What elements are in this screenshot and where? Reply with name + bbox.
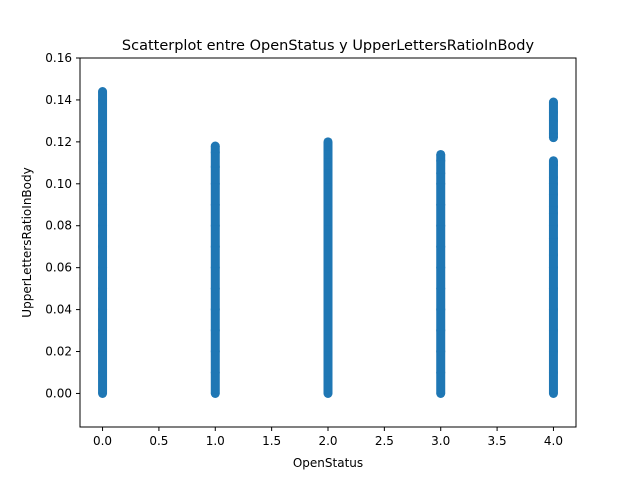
data-point <box>436 149 446 159</box>
y-tick-label: 0.12 <box>45 135 72 149</box>
y-tick-label: 0.10 <box>45 177 72 191</box>
x-tick-label: 0.0 <box>93 434 112 448</box>
x-tick-label: 2.5 <box>375 434 394 448</box>
x-tick-label: 0.5 <box>149 434 168 448</box>
x-tick-label: 2.0 <box>318 434 337 448</box>
y-tick-label: 0.08 <box>45 219 72 233</box>
x-tick-label: 1.0 <box>206 434 225 448</box>
x-tick-label: 4.0 <box>544 434 563 448</box>
x-tick-label: 3.0 <box>431 434 450 448</box>
x-axis-label: OpenStatus <box>293 456 363 470</box>
y-axis-label: UpperLettersRatioInBody <box>20 167 34 317</box>
x-tick-label: 1.5 <box>262 434 281 448</box>
y-tick-label: 0.16 <box>45 51 72 65</box>
data-point <box>548 156 558 166</box>
y-axis-ticks: 0.00 0.02 0.04 0.06 0.08 0.10 0.12 0.14 0.16 <box>45 51 80 400</box>
y-tick-label: 0.06 <box>45 261 72 275</box>
chart-title: Scatterplot entre OpenStatus y UpperLett… <box>122 38 535 54</box>
data-point <box>548 97 558 107</box>
data-point <box>323 137 333 147</box>
y-tick-label: 0.14 <box>45 93 72 107</box>
x-axis-ticks: 0.0 0.5 1.0 1.5 2.0 2.5 3.0 3.5 4.0 <box>93 427 563 448</box>
x-tick-label: 3.5 <box>488 434 507 448</box>
data-points-layer <box>98 87 558 398</box>
data-point <box>98 87 108 97</box>
y-tick-label: 0.04 <box>45 303 72 317</box>
y-tick-label: 0.02 <box>45 345 72 359</box>
y-tick-label: 0.00 <box>45 386 72 400</box>
data-point <box>210 141 220 151</box>
